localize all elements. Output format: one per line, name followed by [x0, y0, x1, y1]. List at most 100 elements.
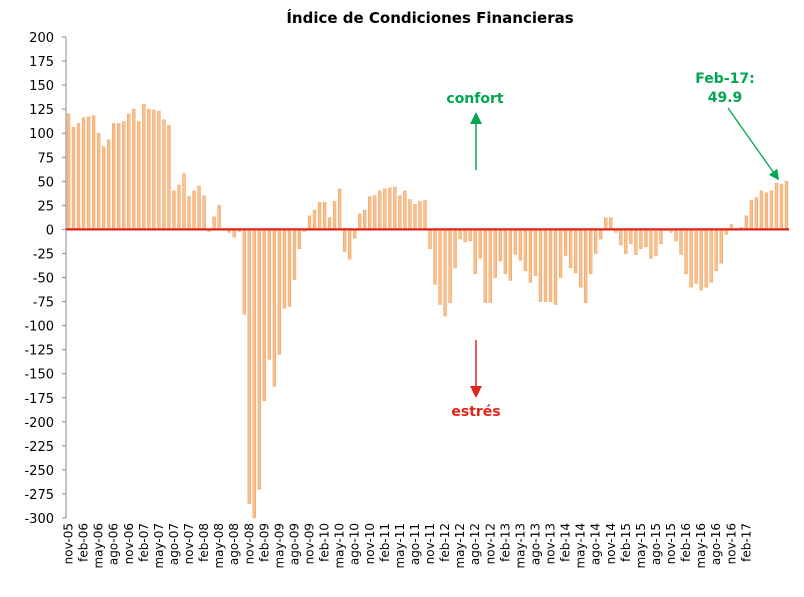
x-tick-label: ago-09 [287, 523, 301, 565]
bar [624, 229, 628, 254]
bar [373, 195, 377, 230]
bar [212, 216, 216, 230]
bar [744, 215, 749, 230]
y-tick-label: -25 [33, 247, 54, 262]
bar [66, 113, 71, 230]
x-tick-label: feb-13 [498, 523, 512, 562]
bar [137, 121, 141, 230]
y-tick-label: 50 [37, 175, 54, 190]
y-tick-label: -175 [24, 392, 54, 407]
bar [91, 115, 96, 230]
bar [267, 229, 272, 360]
bar [443, 229, 447, 317]
x-tick-label: feb-15 [619, 523, 633, 562]
bar [649, 229, 653, 259]
bar [563, 229, 568, 256]
bar [393, 186, 397, 230]
bar [117, 123, 121, 230]
bar [358, 213, 362, 230]
bar [408, 199, 412, 230]
bar [699, 229, 703, 291]
x-tick-label: ago-16 [709, 523, 723, 565]
bar [252, 229, 256, 519]
x-tick-label: nov-13 [544, 523, 558, 564]
bar [483, 229, 487, 303]
x-tick-label: may-09 [272, 523, 286, 569]
bar [583, 229, 588, 303]
x-tick-label: may-15 [634, 523, 648, 569]
bar [498, 229, 502, 262]
x-tick-label: ago-14 [589, 523, 603, 565]
bar [684, 229, 688, 274]
bar [388, 187, 392, 230]
bar [232, 229, 236, 238]
bar [458, 229, 462, 240]
bar [76, 123, 81, 230]
y-tick-label: 75 [37, 151, 54, 166]
y-tick-label: 100 [29, 127, 54, 142]
bar [463, 229, 467, 243]
bar [363, 209, 367, 230]
x-tick-label: ago-10 [348, 523, 362, 565]
bar [719, 229, 723, 264]
bar [71, 127, 76, 230]
bar [568, 229, 573, 269]
bar [528, 229, 533, 283]
annotation-estres: estrés [451, 404, 500, 420]
bar [307, 215, 312, 230]
chart-title: Índice de Condiciones Financieras [286, 8, 573, 27]
bar [167, 125, 171, 230]
bar [132, 108, 136, 230]
bar [187, 196, 191, 230]
bars-group [66, 104, 789, 519]
bar [332, 201, 337, 230]
y-tick-label: -300 [24, 512, 54, 527]
y-tick-label: 0 [46, 223, 54, 238]
x-tick-label: ago-06 [107, 523, 121, 565]
y-tick-label: -200 [24, 416, 54, 431]
axes-group [65, 37, 789, 518]
bar [578, 229, 583, 288]
bar [157, 110, 161, 230]
x-tick-label: nov-05 [62, 523, 76, 564]
x-tick-label: may-16 [694, 523, 708, 569]
bar [262, 229, 267, 401]
x-tick-label: nov-16 [724, 523, 738, 564]
x-tick-label: ago-12 [468, 523, 482, 565]
x-tick-label: nov-15 [664, 523, 678, 564]
bar [433, 229, 437, 285]
x-tick-label: may-11 [393, 523, 407, 569]
bar [704, 229, 708, 288]
bar [378, 190, 382, 230]
bar [478, 229, 482, 259]
bar [759, 190, 764, 230]
y-tick-label: 25 [37, 199, 54, 214]
bar [383, 188, 387, 230]
bar [654, 229, 658, 256]
bar [418, 201, 422, 230]
bar [679, 229, 683, 255]
x-tick-label: ago-11 [408, 523, 422, 565]
x-tick-label: feb-07 [137, 523, 151, 562]
x-tick-label: feb-06 [77, 523, 91, 562]
bar [619, 229, 623, 246]
x-axis-tick-labels: nov-05 feb-06 may-06 ago-06 nov-06 feb-07 may-… [62, 523, 754, 569]
bar [292, 229, 297, 280]
bar [106, 139, 111, 230]
y-axis-tick-labels: 200 175 150 125 100 75 50 25 0 -25 -50 -75 -100 -125 -… [24, 31, 66, 527]
annotation-feb17-value: 49.9 [708, 90, 743, 106]
x-tick-label: feb-11 [378, 523, 392, 562]
bar [573, 229, 578, 273]
bar [147, 108, 151, 230]
y-tick-label: -275 [24, 488, 54, 503]
bar [122, 121, 126, 230]
bar [297, 229, 302, 249]
x-tick-label: ago-13 [528, 523, 542, 565]
x-tick-label: nov-11 [423, 523, 437, 564]
annotation-feb17-label: Feb-17: [695, 71, 754, 87]
bar [503, 229, 508, 274]
bar [142, 104, 146, 230]
bar [453, 229, 457, 269]
bar [769, 190, 774, 230]
